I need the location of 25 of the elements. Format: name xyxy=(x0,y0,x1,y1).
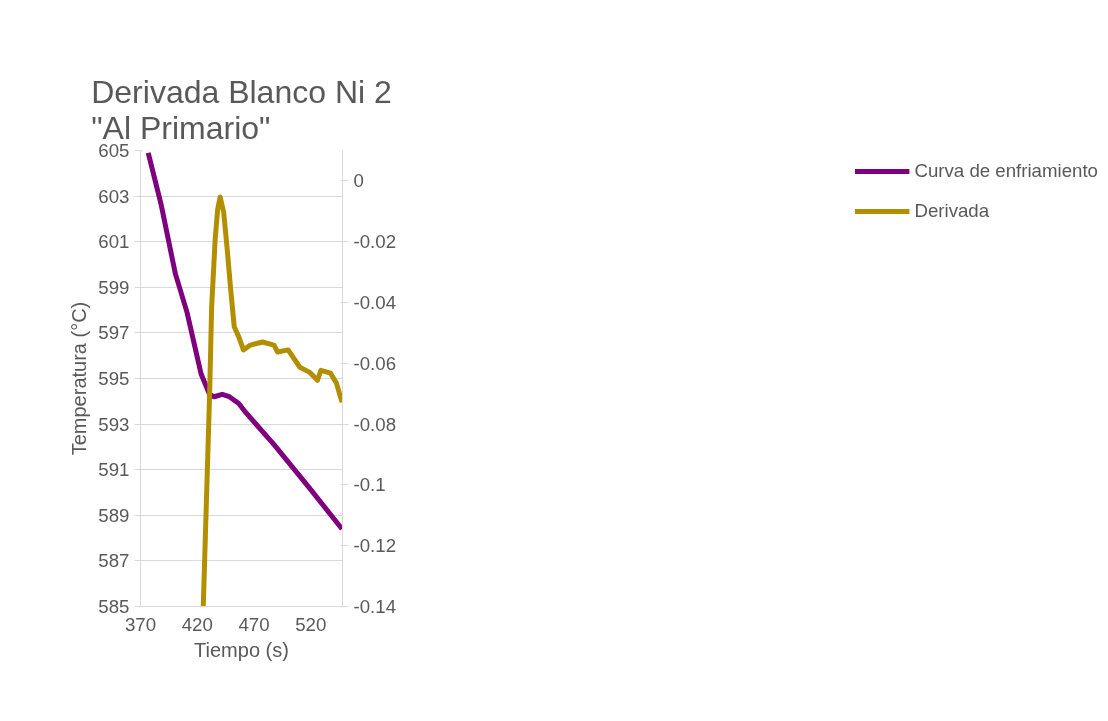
y2-tick-label: -0.04 xyxy=(353,292,397,313)
y2-tick-label: -0.08 xyxy=(353,413,397,435)
y2-tick-label: -0.06 xyxy=(353,352,397,374)
y2-tick-label: -0.1 xyxy=(353,474,386,496)
y2-tick-label: -0.14 xyxy=(353,596,397,617)
y2-tick-label: -0.12 xyxy=(353,535,397,557)
x-tick-label: 420 xyxy=(181,613,213,635)
y-tick-label: 597 xyxy=(98,322,130,344)
x-tick-label: 520 xyxy=(295,613,327,635)
y-tick-label: 595 xyxy=(98,368,130,389)
y-tick-label: 605 xyxy=(98,140,130,161)
x-tick-label: 470 xyxy=(238,613,270,635)
y-tick-label: 589 xyxy=(98,504,130,526)
y-tick-label: 591 xyxy=(98,459,130,481)
y2-tick-label: 0 xyxy=(353,170,364,192)
y-tick-label: 587 xyxy=(98,550,130,572)
y-tick-label: 603 xyxy=(98,185,130,207)
x-axis-title: Tiempo (s) xyxy=(194,638,289,661)
y-tick-label: 593 xyxy=(98,413,130,435)
legend-label: Curva de enfriamiento xyxy=(914,160,1098,182)
legend-label: Derivada xyxy=(914,200,990,222)
y2-tick-label: -0.02 xyxy=(353,231,397,253)
y-tick-label: 601 xyxy=(98,231,130,253)
y-tick-label: 599 xyxy=(98,276,130,298)
y-axis-title: Temperatura (°C) xyxy=(68,301,91,456)
